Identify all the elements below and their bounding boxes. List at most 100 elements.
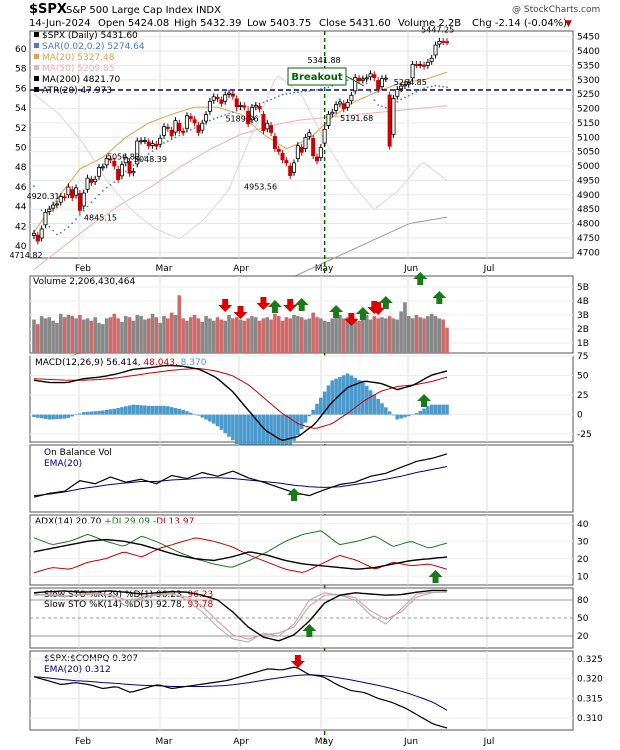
macd-histogram-bar: [32, 414, 36, 418]
volume-bar: [364, 314, 369, 353]
macd-histogram-bar: [387, 411, 392, 415]
volume-bar: [353, 318, 358, 353]
volume-bar: [123, 316, 128, 353]
volume-y-tick: 5B: [577, 283, 589, 293]
volume-bar: [429, 313, 434, 353]
price-x-tick-apr: Apr: [233, 264, 249, 274]
candle-body: [249, 107, 254, 121]
sar-dot: [212, 118, 215, 120]
volume-bar: [234, 317, 239, 353]
macd-histogram-bar: [253, 414, 258, 460]
adx-title-part: ADX(14) 20.70: [35, 517, 104, 527]
sar-dot: [327, 86, 330, 89]
stochastic-y-tick: 50: [577, 614, 589, 624]
candle-body: [181, 130, 186, 133]
volume-bar: [146, 318, 151, 353]
macd-histogram-bar: [234, 414, 239, 445]
candle-body: [422, 64, 427, 67]
stochastic-title-k39-part: Slow STO %K(39) %D(1) 96.23,: [44, 590, 187, 600]
price-annotation: 5264.85: [394, 78, 427, 87]
price-y-tick: 5250: [577, 90, 600, 100]
header-name: S&P 500 Large Cap Index: [66, 5, 193, 16]
sar-dot: [105, 186, 108, 189]
candle-body: [93, 178, 98, 183]
relative-strength-y-tick: 0.325: [577, 655, 603, 665]
macd-histogram-bar: [166, 406, 170, 415]
sar-dot: [143, 155, 146, 158]
sar-dot: [90, 201, 93, 204]
candle-body: [322, 128, 327, 144]
volume-down-signal-arrow: [256, 297, 271, 310]
sar-dot: [247, 105, 250, 108]
volume-bar: [384, 318, 388, 353]
candle-body: [406, 82, 411, 85]
macd-histogram-bar: [74, 414, 78, 416]
sar-dot: [442, 85, 445, 88]
sar-dot: [98, 193, 100, 196]
candle-body: [196, 124, 201, 133]
macd-histogram-bar: [315, 403, 319, 415]
macd-histogram-bar: [43, 414, 48, 419]
candle-body: [242, 105, 247, 108]
candle-body: [47, 208, 52, 212]
macd-y-tick: 0: [577, 411, 583, 421]
sar-dot: [319, 88, 322, 90]
candle-body: [292, 162, 297, 173]
stochastic-y-tick: 20: [577, 632, 589, 642]
volume-up-signal-arrow: [378, 296, 393, 309]
volume-bar: [265, 317, 270, 353]
price-y-tick: 5200: [577, 105, 600, 115]
volume-bar: [391, 318, 396, 353]
candle-body: [112, 160, 117, 167]
volume-down-signal-arrow: [367, 301, 382, 314]
candle-body: [74, 187, 79, 196]
price-y-tick: 5450: [577, 33, 600, 43]
sar-dot: [231, 111, 234, 113]
sar-dot: [209, 119, 211, 122]
bottom-x-tick-apr: Apr: [233, 737, 249, 747]
volume-bar: [51, 320, 55, 353]
header-high: High 5432.39: [174, 18, 242, 29]
sar-dot: [316, 89, 318, 91]
header-volume: Volume 2.2B: [398, 18, 461, 29]
volume-bar: [280, 320, 285, 353]
sar-dot: [36, 197, 39, 200]
macd-histogram-bar: [437, 404, 442, 415]
macd-histogram-bar: [330, 380, 335, 415]
price-x-tick-mar: Mar: [156, 264, 173, 274]
macd-histogram-bar: [150, 405, 155, 415]
macd-histogram-bar: [265, 414, 270, 464]
adx-title-part: -DI 13.97: [153, 517, 194, 527]
sar-dot: [274, 96, 276, 99]
volume-bar: [131, 320, 136, 353]
candle-body: [62, 196, 67, 199]
macd-histogram-bar: [357, 380, 361, 415]
sar-dot: [224, 113, 227, 116]
macd-histogram-bar: [303, 414, 308, 423]
relative-strength-y-tick: 0.310: [577, 714, 603, 724]
candle-body: [257, 105, 262, 110]
sar-dot: [193, 127, 196, 129]
macd-histogram-bar: [284, 414, 289, 452]
volume-bar: [74, 318, 78, 353]
price-legend-swatch: [34, 32, 39, 37]
candle-body: [311, 138, 316, 157]
macd-histogram-bar: [426, 406, 430, 415]
sar-dot: [216, 116, 219, 119]
macd-histogram-bar: [143, 405, 147, 415]
macd-histogram-bar: [196, 414, 201, 416]
candle-body: [387, 94, 392, 147]
volume-bar: [89, 320, 94, 353]
stochastic-up-signal-arrow: [302, 624, 317, 637]
candle-body: [269, 125, 274, 133]
macd-histogram-bar: [78, 413, 82, 415]
macd-histogram-bar: [299, 414, 304, 430]
price-annotation: 4953.56: [244, 182, 277, 191]
volume-bar: [166, 318, 170, 353]
sar-dot: [82, 209, 85, 212]
volume-bar: [334, 317, 338, 353]
volume-bar: [368, 319, 373, 353]
bottom-x-tick-may: May: [315, 737, 334, 747]
candle-body: [234, 98, 239, 108]
sar-dot: [163, 142, 165, 144]
